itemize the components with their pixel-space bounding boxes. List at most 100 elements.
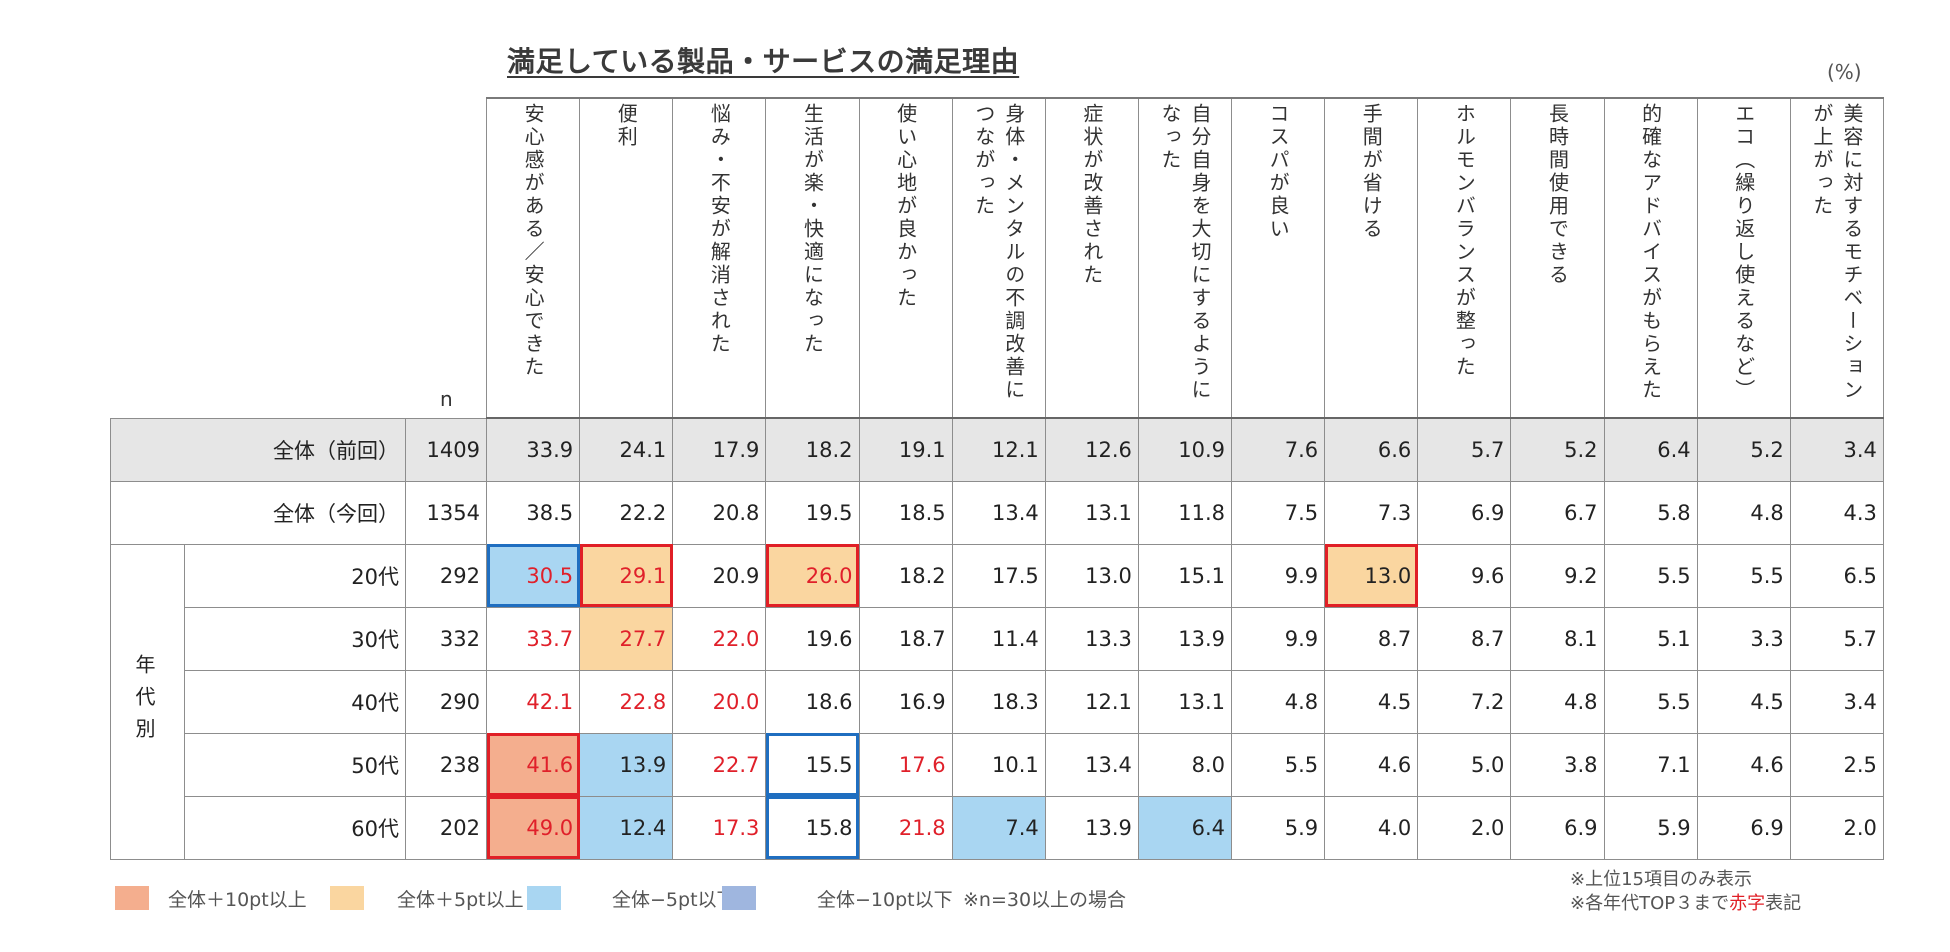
data-cell: 3.8 bbox=[1510, 732, 1605, 797]
column-header-text: コスパが良い bbox=[1266, 103, 1291, 241]
data-cell: 33.9 bbox=[485, 417, 581, 482]
column-header: 症状が改善された bbox=[1044, 97, 1139, 419]
page-title: 満足している製品・サービスの満足理由 bbox=[507, 45, 1020, 78]
data-cell: 6.7 bbox=[1510, 480, 1605, 545]
table-row: 全体（今回） 1354 38.5 22.2 20.8 19.5 18.5 13.4 13.1 11… bbox=[110, 480, 1884, 545]
data-cell: 33.7 bbox=[485, 606, 581, 671]
data-cell: 7.2 bbox=[1417, 669, 1512, 734]
column-header: コスパが良い bbox=[1230, 97, 1326, 419]
data-cell: 9.2 bbox=[1510, 543, 1605, 608]
data-cell: 15.8 bbox=[765, 795, 860, 860]
column-header: 便利 bbox=[579, 97, 674, 419]
data-cell: 4.6 bbox=[1324, 732, 1419, 797]
column-header-text: 生活が楽・快適になった bbox=[800, 103, 825, 356]
data-cell: 22.8 bbox=[579, 669, 674, 734]
data-cell: 6.4 bbox=[1603, 417, 1698, 482]
data-cell: 20.8 bbox=[672, 480, 767, 545]
data-cell: 4.6 bbox=[1696, 732, 1791, 797]
footnote-text: ※各年代TOP３まで bbox=[1570, 893, 1730, 915]
column-header-text: 長時間使用できる bbox=[1545, 103, 1570, 287]
data-cell: 19.6 bbox=[765, 606, 860, 671]
data-cell: 5.2 bbox=[1510, 417, 1605, 482]
data-cell: 11.4 bbox=[951, 606, 1046, 671]
data-cell: 18.5 bbox=[858, 480, 953, 545]
data-cell: 8.7 bbox=[1417, 606, 1512, 671]
footnotes: ※上位15項目のみ表示 ※各年代TOP３まで赤字表記 bbox=[1570, 868, 1801, 917]
column-header-text: 美容に対するモチベーションが上がった bbox=[1809, 103, 1864, 402]
legend-label: 全体−5pt以下 bbox=[612, 889, 736, 911]
column-header-text: 的確なアドバイスがもらえた bbox=[1638, 103, 1663, 402]
data-cell: 5.5 bbox=[1603, 669, 1698, 734]
footnote-top15: ※上位15項目のみ表示 bbox=[1570, 869, 1752, 890]
data-cell: 8.7 bbox=[1324, 606, 1419, 671]
data-cell: 4.0 bbox=[1324, 795, 1419, 860]
table-row: 50代 238 41.6 13.9 22.7 15.5 17.6 10.1 13.4 8.0 5.5… bbox=[111, 732, 1884, 797]
data-cell: 9.9 bbox=[1230, 543, 1326, 608]
table-row: 60代 202 49.0 12.4 17.3 15.8 21.8 7.4 13.9 6.4 5.9 4… bbox=[111, 795, 1884, 860]
data-cell: 24.1 bbox=[579, 417, 674, 482]
data-cell: 5.7 bbox=[1417, 417, 1512, 482]
header-blank bbox=[111, 98, 406, 418]
unit-label: (%) bbox=[1827, 60, 1862, 84]
data-cell: 41.6 bbox=[485, 732, 581, 797]
data-cell: 18.3 bbox=[951, 669, 1046, 734]
data-cell: 21.8 bbox=[858, 795, 953, 860]
data-cell: 49.0 bbox=[485, 795, 581, 860]
row-label: 20代 bbox=[184, 543, 406, 608]
data-cell: 17.9 bbox=[672, 417, 767, 482]
data-cell: 15.1 bbox=[1137, 543, 1233, 608]
column-header: 美容に対するモチベーションが上がった bbox=[1789, 97, 1884, 419]
column-header-text: ホルモンバランスが整った bbox=[1452, 103, 1477, 379]
row-label: 全体（前回） bbox=[110, 417, 406, 482]
data-cell: 6.4 bbox=[1137, 795, 1233, 860]
n-cell: 238 bbox=[405, 732, 487, 797]
column-header-text: 自分自身を大切にするようになった bbox=[1157, 103, 1212, 402]
data-cell: 12.1 bbox=[951, 417, 1046, 482]
data-cell: 6.9 bbox=[1417, 480, 1512, 545]
legend-swatch-orange bbox=[115, 886, 149, 910]
data-cell: 26.0 bbox=[765, 543, 860, 608]
data-cell: 5.7 bbox=[1789, 606, 1884, 671]
footnote-red-word: 赤字 bbox=[1729, 893, 1766, 915]
data-cell: 13.9 bbox=[1044, 795, 1139, 860]
column-header: 長時間使用できる bbox=[1510, 97, 1605, 419]
data-cell: 18.2 bbox=[765, 417, 860, 482]
data-cell: 4.8 bbox=[1696, 480, 1791, 545]
table-row: 全体（前回） 1409 33.9 24.1 17.9 18.2 19.1 12.1 12.6 10… bbox=[110, 417, 1884, 482]
data-cell: 12.4 bbox=[579, 795, 674, 860]
age-group-text: 年代別 bbox=[132, 653, 156, 750]
column-header: 的確なアドバイスがもらえた bbox=[1603, 97, 1698, 419]
data-cell: 19.1 bbox=[858, 417, 953, 482]
data-cell: 20.9 bbox=[672, 543, 767, 608]
column-header-text: 安心感がある／安心できた bbox=[521, 103, 546, 379]
data-cell: 4.5 bbox=[1696, 669, 1791, 734]
n-cell: 1354 bbox=[405, 480, 487, 545]
data-cell: 18.7 bbox=[858, 606, 953, 671]
data-cell: 4.8 bbox=[1510, 669, 1605, 734]
data-cell: 22.7 bbox=[672, 732, 767, 797]
column-header: 自分自身を大切にするようになった bbox=[1137, 97, 1233, 419]
column-header: 生活が楽・快適になった bbox=[765, 97, 860, 419]
data-cell: 5.5 bbox=[1230, 732, 1326, 797]
footnote-text: 表記 bbox=[1765, 893, 1802, 915]
data-cell: 13.4 bbox=[1044, 732, 1139, 797]
legend-swatch-light-blue bbox=[527, 886, 561, 910]
table-row: 年代別 20代 292 30.5 29.1 20.9 26.0 18.2 17.5 13.0 15.… bbox=[110, 543, 1884, 860]
data-cell: 13.9 bbox=[579, 732, 674, 797]
data-cell: 22.2 bbox=[579, 480, 674, 545]
data-cell: 4.3 bbox=[1789, 480, 1884, 545]
header-row: 安心感がある／安心できた 便利 悩み・不安が解消された 生活が楽・快適になった 使い心地… bbox=[111, 97, 1884, 419]
row-label: 50代 bbox=[184, 732, 406, 797]
header-n-cell bbox=[406, 98, 487, 418]
row-label: 40代 bbox=[184, 669, 406, 734]
n-cell: 202 bbox=[405, 795, 487, 860]
age-group-label: 年代別 bbox=[110, 543, 185, 860]
data-cell: 17.3 bbox=[672, 795, 767, 860]
data-cell: 6.9 bbox=[1510, 795, 1605, 860]
data-cell: 5.0 bbox=[1417, 732, 1512, 797]
column-header-text: 症状が改善された bbox=[1079, 103, 1104, 287]
data-cell: 12.1 bbox=[1044, 669, 1139, 734]
n-column-header: n bbox=[440, 387, 453, 411]
data-cell: 19.5 bbox=[765, 480, 860, 545]
data-cell: 7.6 bbox=[1230, 417, 1326, 482]
